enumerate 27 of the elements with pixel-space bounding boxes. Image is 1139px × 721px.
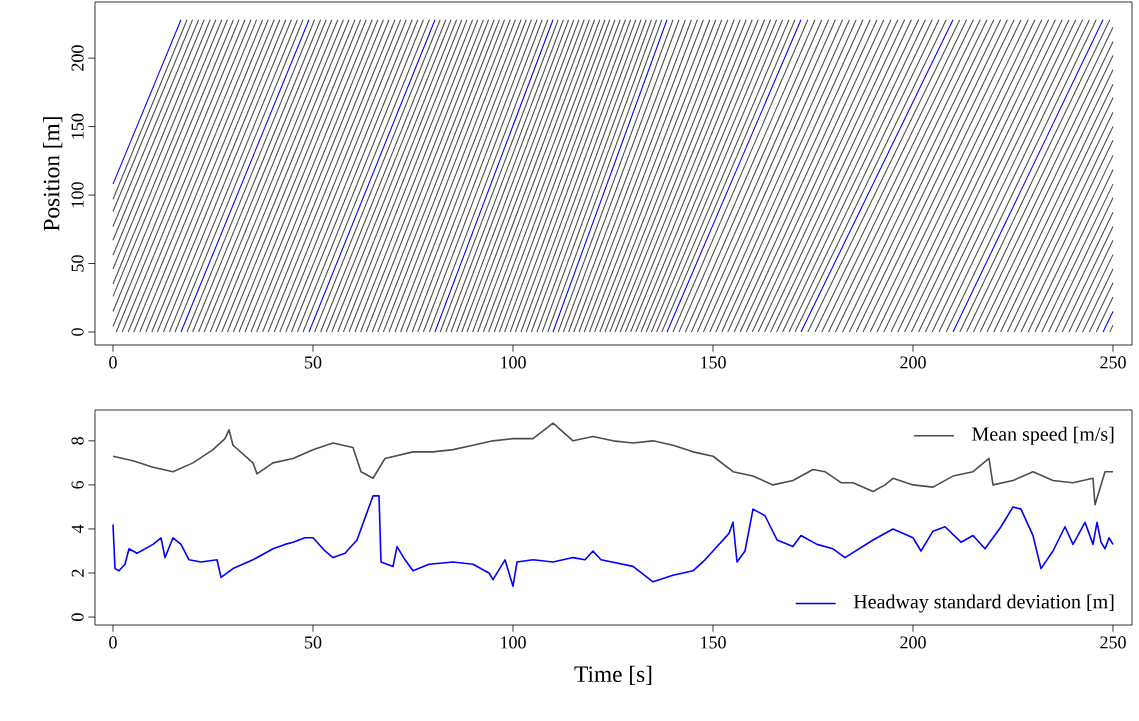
x-tick-label: 0 (109, 636, 117, 649)
y-tick-label: 100 (71, 182, 84, 207)
x-tick-label: 150 (701, 356, 726, 369)
legend-label: Mean speed [m/s] (972, 426, 1114, 445)
x-tick-label: 250 (1100, 636, 1126, 649)
y-tick-label: 2 (71, 569, 84, 577)
x-tick-label: 200 (900, 356, 926, 369)
y-tick-label: 50 (71, 255, 84, 272)
x-axis-title: Time [s] (574, 665, 652, 685)
y-tick-label: 0 (71, 328, 84, 336)
y-axis-title: Position [m] (43, 117, 63, 231)
y-tick-label: 200 (71, 45, 84, 71)
x-tick-label: 150 (701, 636, 726, 649)
x-tick-label: 100 (501, 636, 526, 649)
line-series (112, 422, 1114, 506)
x-tick-label: 0 (109, 356, 117, 369)
x-tick-label: 250 (1100, 356, 1126, 369)
y-tick-label: 0 (71, 613, 84, 621)
legend-label: Headway standard deviation [m] (853, 594, 1114, 613)
x-tick-label: 50 (305, 636, 322, 649)
y-tick-label: 150 (71, 113, 84, 139)
y-tick-label: 8 (71, 437, 84, 445)
y-tick-label: 6 (71, 480, 84, 489)
y-tick-label: 4 (71, 524, 84, 534)
x-tick-label: 200 (900, 636, 926, 649)
x-tick-label: 50 (305, 356, 322, 369)
x-tick-label: 100 (501, 356, 526, 369)
